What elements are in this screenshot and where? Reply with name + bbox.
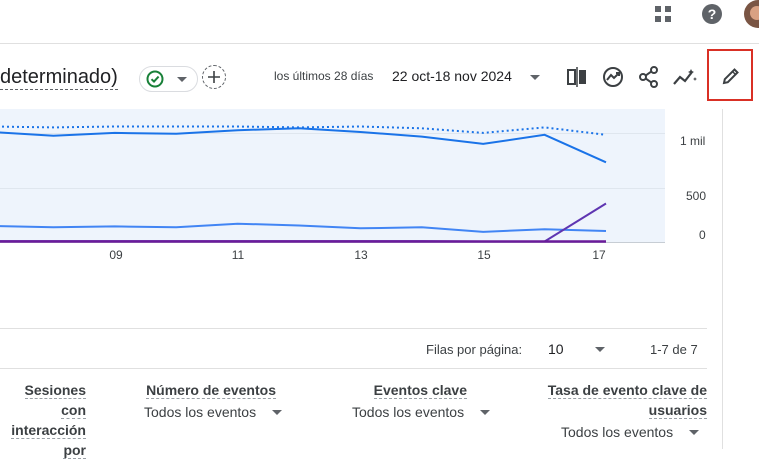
apps-grid-icon[interactable] xyxy=(652,3,674,25)
chevron-down-icon xyxy=(177,77,187,82)
key-events-filter[interactable]: Todos los eventos xyxy=(352,404,465,420)
column-header-sessions[interactable]: Sesiones con interacción por xyxy=(11,382,86,459)
key-event-rate-filter[interactable]: Todos los eventos xyxy=(561,424,674,440)
column-header-event-count[interactable]: Número de eventos xyxy=(146,382,276,399)
pagination-range: 1-7 de 7 xyxy=(650,342,698,357)
x-tick-label: 15 xyxy=(477,248,491,262)
x-tick-label: 09 xyxy=(109,248,123,262)
gridline xyxy=(0,133,665,134)
compare-icon[interactable] xyxy=(565,65,589,89)
chart-lines xyxy=(0,125,607,243)
rows-per-page-label: Filas por página: xyxy=(426,342,523,357)
series-line-2 xyxy=(0,125,607,136)
scroll-panel-edge xyxy=(722,109,723,449)
line-chart xyxy=(0,109,665,243)
y-tick-label: 1 mil xyxy=(680,134,706,148)
series-line-1 xyxy=(0,127,607,164)
chevron-down-icon[interactable] xyxy=(272,410,282,415)
event-count-filter[interactable]: Todos los eventos xyxy=(144,404,257,420)
chevron-down-icon[interactable] xyxy=(480,410,490,415)
y-tick-label: 500 xyxy=(686,189,707,203)
date-range-dropdown-icon[interactable] xyxy=(530,75,540,80)
pagination-divider xyxy=(0,328,707,329)
gridline xyxy=(0,188,665,189)
avatar[interactable] xyxy=(744,0,759,28)
series-line-4 xyxy=(0,202,607,243)
x-tick-label: 17 xyxy=(592,248,606,262)
help-icon[interactable]: ? xyxy=(700,2,724,26)
series-line-3 xyxy=(0,222,607,233)
svg-text:?: ? xyxy=(708,6,717,22)
rows-per-page-dropdown-icon[interactable] xyxy=(595,347,605,352)
chevron-down-icon[interactable] xyxy=(689,430,699,435)
share-icon[interactable] xyxy=(637,65,661,89)
edit-button[interactable] xyxy=(707,49,753,101)
report-title: determinado) xyxy=(0,66,118,90)
x-tick-label: 11 xyxy=(231,248,245,262)
column-header-key-events[interactable]: Eventos clave xyxy=(373,382,467,399)
trend-icon[interactable] xyxy=(672,65,698,89)
check-circle-icon xyxy=(146,70,164,88)
top-bar: ? xyxy=(0,0,759,44)
y-tick-label: 0 xyxy=(699,228,706,242)
plus-icon[interactable] xyxy=(202,65,226,89)
date-range-label: los últimos 28 días xyxy=(274,69,374,83)
edit-icon xyxy=(719,64,743,88)
rows-per-page-value[interactable]: 10 xyxy=(548,341,564,357)
x-tick-label: 13 xyxy=(354,248,368,262)
date-range-value[interactable]: 22 oct-18 nov 2024 xyxy=(392,68,512,84)
report-toolbar: determinado) los últimos 28 días 22 oct-… xyxy=(0,45,759,109)
status-dropdown[interactable] xyxy=(139,66,198,92)
table-header-divider xyxy=(0,368,707,369)
insights-icon[interactable] xyxy=(601,65,625,89)
column-header-key-event-rate[interactable]: Tasa de evento clave de usuarios xyxy=(547,382,707,419)
